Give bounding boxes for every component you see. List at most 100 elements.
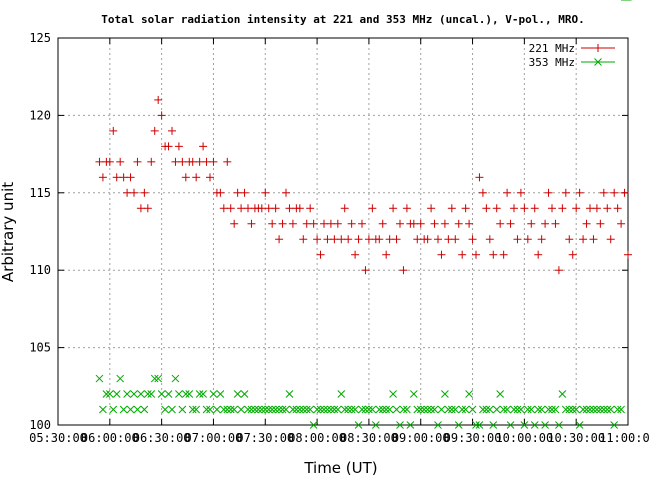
data-point-221 <box>624 250 632 259</box>
marker-stroke <box>351 405 359 414</box>
data-point-221 <box>278 219 287 228</box>
marker-stroke <box>289 405 297 414</box>
marker-stroke <box>320 405 328 414</box>
marker-stroke <box>306 405 315 414</box>
data-point-221 <box>382 250 391 259</box>
marker-stroke <box>130 390 138 398</box>
marker-stroke <box>251 405 259 414</box>
data-point-353 <box>420 405 429 414</box>
legend-marker-353 <box>581 58 615 66</box>
data-point-353 <box>313 405 321 414</box>
marker-stroke <box>496 390 505 398</box>
data-point-221 <box>472 250 480 259</box>
data-point-353 <box>427 405 435 414</box>
data-point-353 <box>285 390 294 398</box>
data-point-353 <box>140 405 149 414</box>
data-point-221 <box>427 204 436 213</box>
data-point-353 <box>385 405 394 414</box>
marker-stroke <box>264 405 273 414</box>
data-point-221 <box>230 219 239 228</box>
data-point-353 <box>344 405 353 414</box>
data-point-353 <box>444 405 453 414</box>
data-point-353 <box>371 421 380 429</box>
marker-stroke <box>517 405 525 414</box>
data-point-221 <box>596 219 605 228</box>
data-point-353 <box>254 405 263 414</box>
data-point-353 <box>168 405 176 414</box>
marker-stroke <box>454 421 463 429</box>
data-point-221 <box>105 157 114 166</box>
data-point-353 <box>579 405 587 414</box>
data-point-221 <box>534 250 543 259</box>
data-point-353 <box>116 374 125 383</box>
data-point-221 <box>482 204 491 213</box>
data-point-353 <box>161 405 169 414</box>
marker-stroke <box>596 405 605 414</box>
data-point-221 <box>468 235 477 244</box>
marker-stroke <box>105 390 114 398</box>
data-point-353 <box>130 390 138 398</box>
data-point-221 <box>195 157 204 166</box>
data-point-353 <box>327 405 335 414</box>
data-point-353 <box>306 405 315 414</box>
data-point-353 <box>534 405 543 414</box>
x-tick-label: 09:00:00 <box>392 431 450 445</box>
data-point-221 <box>478 188 487 197</box>
data-point-221 <box>451 235 460 244</box>
data-point-353 <box>589 405 598 414</box>
data-point-353 <box>175 390 183 398</box>
marker-stroke <box>344 405 353 414</box>
marker-stroke <box>361 405 370 414</box>
data-point-353 <box>582 405 591 414</box>
data-point-221 <box>558 204 567 213</box>
marker-stroke <box>302 405 311 414</box>
series-221-mhz <box>95 95 632 275</box>
data-point-221 <box>458 250 467 259</box>
data-point-221 <box>499 250 508 259</box>
marker-stroke <box>506 421 515 429</box>
data-point-353 <box>347 405 356 414</box>
data-point-353 <box>517 405 525 414</box>
data-point-221 <box>551 219 560 228</box>
marker-stroke <box>181 390 190 398</box>
data-point-221 <box>544 188 553 197</box>
data-point-221 <box>302 219 311 228</box>
marker-stroke <box>375 405 384 414</box>
data-point-353 <box>251 405 259 414</box>
data-point-353 <box>392 405 401 414</box>
data-point-221 <box>606 235 615 244</box>
data-point-221 <box>447 204 456 213</box>
marker-stroke <box>530 421 539 429</box>
marker-stroke <box>282 405 290 414</box>
legend-label-221: 221 MHz <box>529 42 575 55</box>
marker-stroke <box>548 405 556 414</box>
data-point-353 <box>375 405 384 414</box>
data-point-353 <box>309 421 318 429</box>
marker-stroke <box>327 405 335 414</box>
marker-stroke <box>461 405 470 414</box>
data-point-353 <box>206 405 214 414</box>
marker-stroke <box>202 405 211 414</box>
data-point-353 <box>416 405 425 414</box>
marker-stroke <box>610 421 619 429</box>
data-point-221 <box>409 219 418 228</box>
data-point-221 <box>257 204 266 213</box>
data-point-221 <box>150 126 159 135</box>
data-point-221 <box>592 204 601 213</box>
data-point-221 <box>416 219 425 228</box>
marker-stroke <box>434 421 442 429</box>
marker-stroke <box>575 421 584 429</box>
data-point-221 <box>523 235 532 244</box>
data-point-221 <box>378 219 387 228</box>
data-point-353 <box>143 390 152 398</box>
data-point-221 <box>586 204 594 213</box>
data-point-221 <box>503 188 512 197</box>
data-point-353 <box>105 390 114 398</box>
data-point-353 <box>555 421 563 429</box>
marker-stroke <box>126 405 135 414</box>
marker-stroke <box>437 405 446 414</box>
data-point-353 <box>261 405 270 414</box>
marker-stroke <box>606 405 615 414</box>
